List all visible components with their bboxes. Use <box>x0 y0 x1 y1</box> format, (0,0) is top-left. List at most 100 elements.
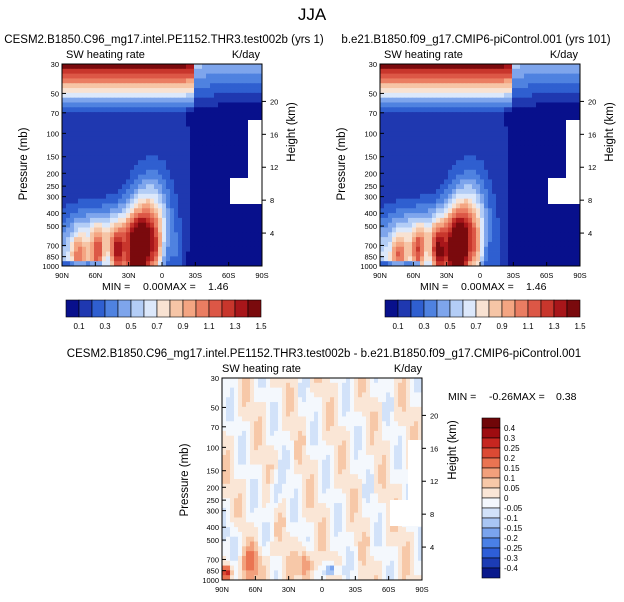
heatmap-cell <box>544 131 549 137</box>
heatmap-cell <box>222 78 227 84</box>
heatmap-cell <box>452 83 457 89</box>
heatmap-cell <box>98 208 103 214</box>
heatmap-cell <box>274 406 279 413</box>
heatmap-cell <box>354 382 359 389</box>
heatmap-cell <box>476 198 481 204</box>
colorbar-label: 1.3 <box>229 322 241 331</box>
heatmap-cell <box>190 97 195 103</box>
heatmap-cell <box>254 116 259 123</box>
heatmap-cell <box>262 430 267 437</box>
heatmap-cell <box>238 107 243 113</box>
heatmap-cell <box>378 397 383 403</box>
heatmap-cell <box>428 64 433 70</box>
heatmap-cell <box>238 203 243 209</box>
heatmap-cell <box>524 102 529 108</box>
heatmap-cell <box>162 150 167 156</box>
heatmap-cell <box>432 203 437 209</box>
heatmap-cell <box>226 174 231 180</box>
heatmap-cell <box>488 121 493 127</box>
heatmap-cell <box>392 169 397 176</box>
heatmap-cell <box>398 402 403 408</box>
heatmap-cell <box>134 73 139 79</box>
heatmap-cell <box>386 406 391 413</box>
heatmap-cell <box>258 382 263 389</box>
heatmap-cell <box>540 241 545 248</box>
heatmap-cell <box>82 116 87 123</box>
heatmap-cell <box>444 256 449 262</box>
heatmap-cell <box>576 256 581 262</box>
heatmap-cell <box>370 382 375 389</box>
heatmap-cell <box>146 145 151 151</box>
heatmap-cell <box>234 145 239 151</box>
heatmap-cell <box>202 203 207 209</box>
heatmap-cell <box>492 136 497 142</box>
heatmap-cell <box>536 203 541 209</box>
heatmap-cell <box>110 131 115 137</box>
heatmap-cell <box>98 184 103 190</box>
heatmap-cell <box>310 382 315 389</box>
heatmap-cell <box>242 426 247 432</box>
heatmap-cell <box>210 73 215 79</box>
heatmap-cell <box>416 116 421 123</box>
heatmap-cell <box>404 131 409 137</box>
heatmap-cell <box>114 222 119 228</box>
heatmap-cell <box>154 160 159 166</box>
heatmap-cell <box>170 150 175 156</box>
heatmap-cell <box>170 68 175 75</box>
heatmap-cell <box>126 169 131 176</box>
heatmap-cell <box>230 378 235 384</box>
heatmap-cell <box>234 241 239 248</box>
heatmap-cell <box>556 131 561 137</box>
heatmap-cell <box>424 88 429 94</box>
heatmap-cell <box>432 68 437 75</box>
heatmap-cell <box>278 421 283 427</box>
heatmap-cell <box>390 402 395 408</box>
heatmap-cell <box>290 430 295 437</box>
heatmap-cell <box>536 193 541 200</box>
heatmap-cell <box>416 131 421 137</box>
heatmap-cell <box>226 131 231 137</box>
heatmap-cell <box>110 193 115 200</box>
heatmap-cell <box>416 203 421 209</box>
heatmap-cell <box>130 107 135 113</box>
heatmap-cell <box>150 97 155 103</box>
heatmap-cell <box>476 261 481 267</box>
heatmap-cell <box>350 402 355 408</box>
heatmap-cell <box>428 83 433 89</box>
heatmap-cell <box>460 116 465 123</box>
heatmap-cell <box>504 165 509 171</box>
heatmap-cell <box>500 107 505 113</box>
heatmap-cell <box>226 387 231 393</box>
heatmap-cell <box>342 421 347 427</box>
heatmap-cell <box>306 406 311 413</box>
heatmap-cell <box>480 174 485 180</box>
heatmap-cell <box>310 387 315 393</box>
heatmap-cell <box>460 155 465 161</box>
heatmap-cell <box>162 251 167 257</box>
heatmap-cell <box>512 126 517 132</box>
heatmap-cell <box>110 261 115 267</box>
heatmap-cell <box>202 112 207 118</box>
x-tick-label: 30S <box>507 271 520 280</box>
heatmap-cell <box>384 222 389 228</box>
heatmap-cell <box>556 136 561 142</box>
heatmap-cell <box>544 189 549 195</box>
heatmap-cell <box>384 169 389 176</box>
heatmap-cell <box>484 261 489 267</box>
heatmap-cell <box>150 68 155 75</box>
heatmap-cell <box>70 193 75 200</box>
heatmap-cell <box>206 116 211 123</box>
heatmap-cell <box>126 112 131 118</box>
heatmap-cell <box>110 256 115 262</box>
heatmap-cell <box>190 102 195 108</box>
heatmap-cell <box>214 102 219 108</box>
heatmap-cell <box>556 160 561 166</box>
heatmap-cell <box>444 169 449 176</box>
heatmap-cell <box>476 78 481 84</box>
heatmap-cell <box>512 121 517 127</box>
heatmap-cell <box>210 64 215 70</box>
heatmap-cell <box>408 121 413 127</box>
heatmap-cell <box>74 140 79 147</box>
heatmap-cell <box>250 232 255 238</box>
heatmap-cell <box>452 131 457 137</box>
